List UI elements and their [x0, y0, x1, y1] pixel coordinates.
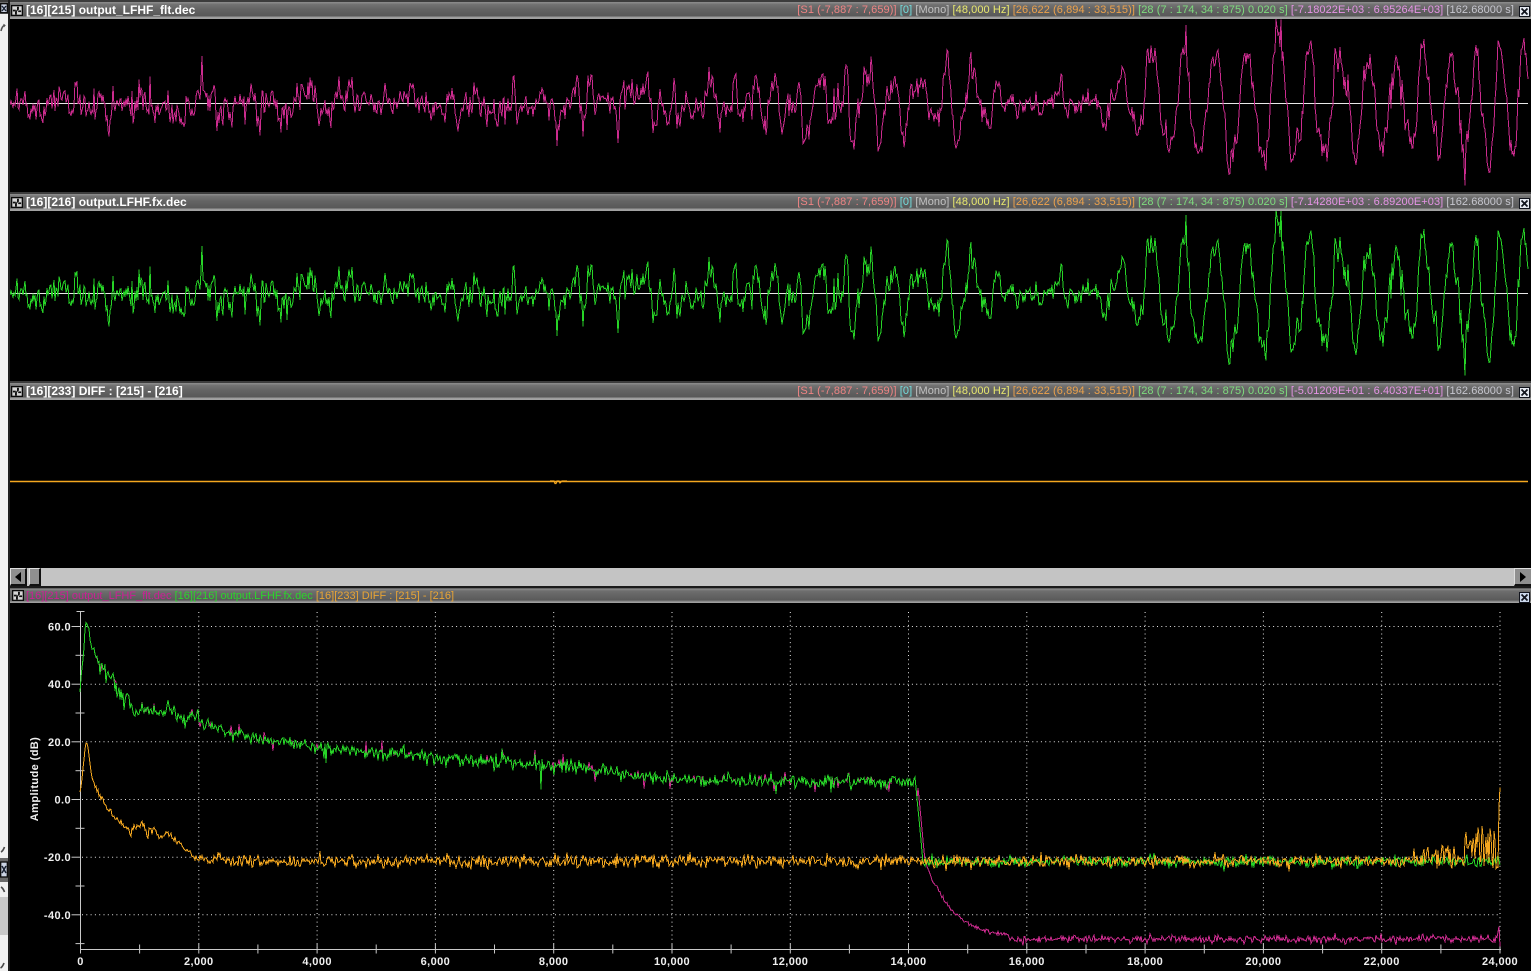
svg-text:6,000: 6,000: [421, 956, 451, 968]
svg-text:18,000: 18,000: [1127, 956, 1163, 968]
svg-text:0: 0: [77, 956, 84, 968]
svg-text:-20.0: -20.0: [44, 852, 71, 864]
svg-text:60.0: 60.0: [48, 622, 71, 634]
svg-text:20.0: 20.0: [48, 737, 71, 749]
svg-text:14,000: 14,000: [890, 956, 926, 968]
svg-text:22,000: 22,000: [1364, 956, 1400, 968]
svg-text:0.0: 0.0: [55, 795, 72, 807]
svg-text:8,000: 8,000: [539, 956, 569, 968]
svg-text:10,000: 10,000: [654, 956, 690, 968]
svg-text:Amplitude (dB): Amplitude (dB): [29, 737, 41, 821]
svg-text:20,000: 20,000: [1245, 956, 1281, 968]
svg-text:24,000: 24,000: [1482, 956, 1518, 968]
svg-text:-40.0: -40.0: [44, 910, 71, 922]
svg-text:4,000: 4,000: [302, 956, 332, 968]
svg-text:16,000: 16,000: [1009, 956, 1045, 968]
svg-text:12,000: 12,000: [772, 956, 808, 968]
svg-text:2,000: 2,000: [184, 956, 214, 968]
svg-text:40.0: 40.0: [48, 679, 71, 691]
